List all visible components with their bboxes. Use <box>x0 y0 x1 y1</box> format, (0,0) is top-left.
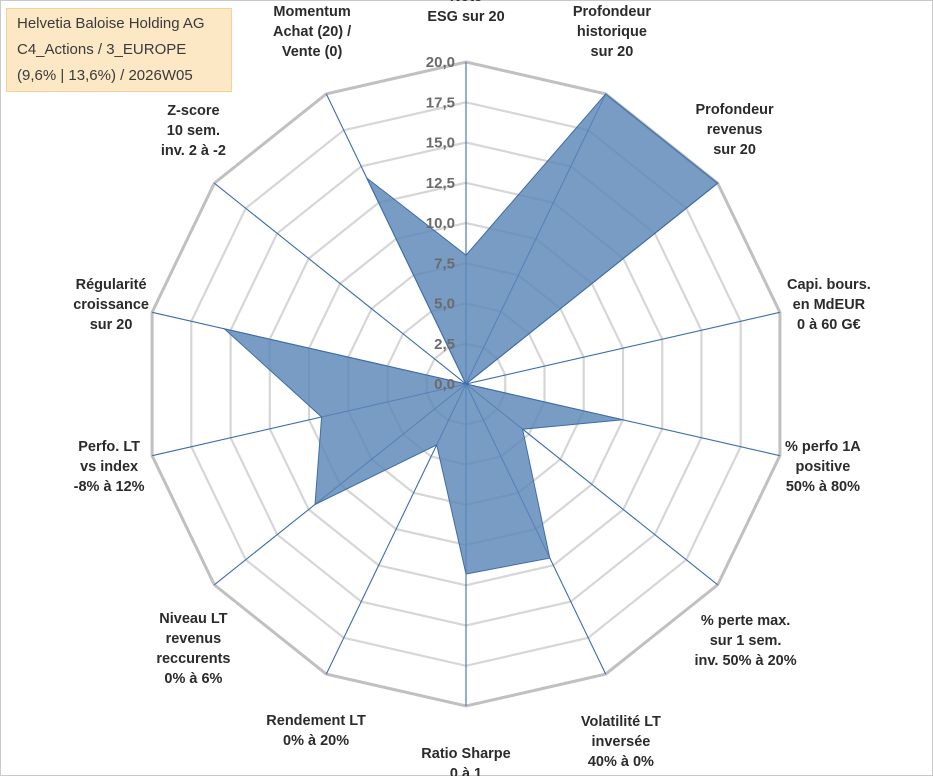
axis-label: Momentum <box>273 4 350 20</box>
axis-label: croissance <box>73 297 149 313</box>
axis-label-group: Ratio Sharpe 0 à 1 <box>421 746 510 776</box>
tick-label: 2,5 <box>434 336 455 353</box>
axis-label: reccurents <box>156 651 230 667</box>
series-area <box>222 93 719 575</box>
axis-label: Régularité <box>76 277 147 293</box>
axis-label: Rendement LT <box>266 713 366 729</box>
axis-label-group: Note ESG sur 20 <box>427 0 504 25</box>
axis-label: Profondeur <box>696 102 774 118</box>
axis-label-group: Z-score 10 sem. inv. 2 à -2 <box>161 103 226 159</box>
tick-label: 20,0 <box>426 54 455 71</box>
tick-label: 17,5 <box>426 94 455 111</box>
axis-label: positive <box>796 459 851 475</box>
radar-series <box>222 93 719 575</box>
axis-label: Z-score <box>167 103 219 119</box>
axis-label: -8% à 12% <box>74 479 145 495</box>
axis-label: revenus <box>707 122 763 138</box>
axis-label: 50% à 80% <box>786 479 860 495</box>
axis-label: 0 à 60 G€ <box>797 317 861 333</box>
axis-spoke <box>465 311 781 385</box>
tick-label: 12,5 <box>426 175 455 192</box>
axis-label: historique <box>577 24 647 40</box>
stock-name: Helvetia Baloise Holding AG <box>17 15 205 32</box>
axis-label: sur 20 <box>713 142 756 158</box>
axis-label-group: Profondeur revenus sur 20 <box>696 102 774 158</box>
axis-label: inversée <box>591 734 650 750</box>
axis-spoke <box>213 182 467 385</box>
axis-label-group: Momentum Achat (20) / Vente (0) <box>273 4 351 60</box>
axis-label: 0% à 6% <box>164 671 222 687</box>
axis-label-group: % perte max. sur 1 sem. inv. 50% à 20% <box>695 613 797 669</box>
axis-label: sur 20 <box>90 317 133 333</box>
tick-label: 10,0 <box>426 215 455 232</box>
axis-label: 40% à 0% <box>588 754 654 770</box>
axis-labels: Note ESG sur 20 Profondeur historique sur 20… <box>73 0 871 776</box>
axis-label-group: Capi. bours. en MdEUR 0 à 60 G€ <box>787 277 871 333</box>
axis-label: vs index <box>80 459 138 475</box>
axis-label: Capi. bours. <box>787 277 871 293</box>
axis-label-group: Régularité croissance sur 20 <box>73 277 149 333</box>
axis-label: Volatilité LT <box>581 714 661 730</box>
axis-label: revenus <box>166 631 222 647</box>
axis-label: % perte max. <box>701 613 790 629</box>
axis-label: Perfo. LT <box>78 439 140 455</box>
tick-label: 5,0 <box>434 296 455 313</box>
axis-label-group: Niveau LT revenus reccurents 0% à 6% <box>156 611 230 687</box>
axis-label: Achat (20) / <box>273 24 351 40</box>
axis-label: ESG sur 20 <box>427 9 504 25</box>
axis-label: Note <box>450 0 482 5</box>
axis-label: inv. 50% à 20% <box>695 653 797 669</box>
perf-week-line: (9,6% | 13,6%) / 2026W05 <box>17 67 193 84</box>
axis-label: en MdEUR <box>793 297 866 313</box>
info-box: Helvetia Baloise Holding AG C4_Actions /… <box>6 8 232 92</box>
radial-ticks: 0,0 2,5 5,0 7,5 10,0 12,5 15,0 17,5 20,0 <box>426 54 455 393</box>
axis-label: 0% à 20% <box>283 733 349 749</box>
axis-label-group: Perfo. LT vs index -8% à 12% <box>74 439 145 495</box>
axis-label-group: Volatilité LT inversée 40% à 0% <box>581 714 661 770</box>
axis-label: Niveau LT <box>159 611 227 627</box>
axis-label-group: % perfo 1A positive 50% à 80% <box>785 439 861 495</box>
axis-label: % perfo 1A <box>785 439 861 455</box>
category-line: C4_Actions / 3_EUROPE <box>17 41 187 58</box>
axis-label: 0 à 1 <box>450 766 482 776</box>
axis-label: sur 20 <box>591 44 634 60</box>
axis-label: sur 1 sem. <box>710 633 782 649</box>
axis-label: 10 sem. <box>167 123 220 139</box>
axis-label-group: Profondeur historique sur 20 <box>573 4 651 60</box>
axis-label: inv. 2 à -2 <box>161 143 226 159</box>
axis-label-group: Rendement LT 0% à 20% <box>266 713 366 749</box>
tick-label: 15,0 <box>426 135 455 152</box>
axis-label: Profondeur <box>573 4 651 20</box>
tick-label: 0,0 <box>434 376 455 393</box>
axis-label: Ratio Sharpe <box>421 746 510 762</box>
axis-label: Vente (0) <box>282 44 343 60</box>
tick-label: 7,5 <box>434 255 455 272</box>
